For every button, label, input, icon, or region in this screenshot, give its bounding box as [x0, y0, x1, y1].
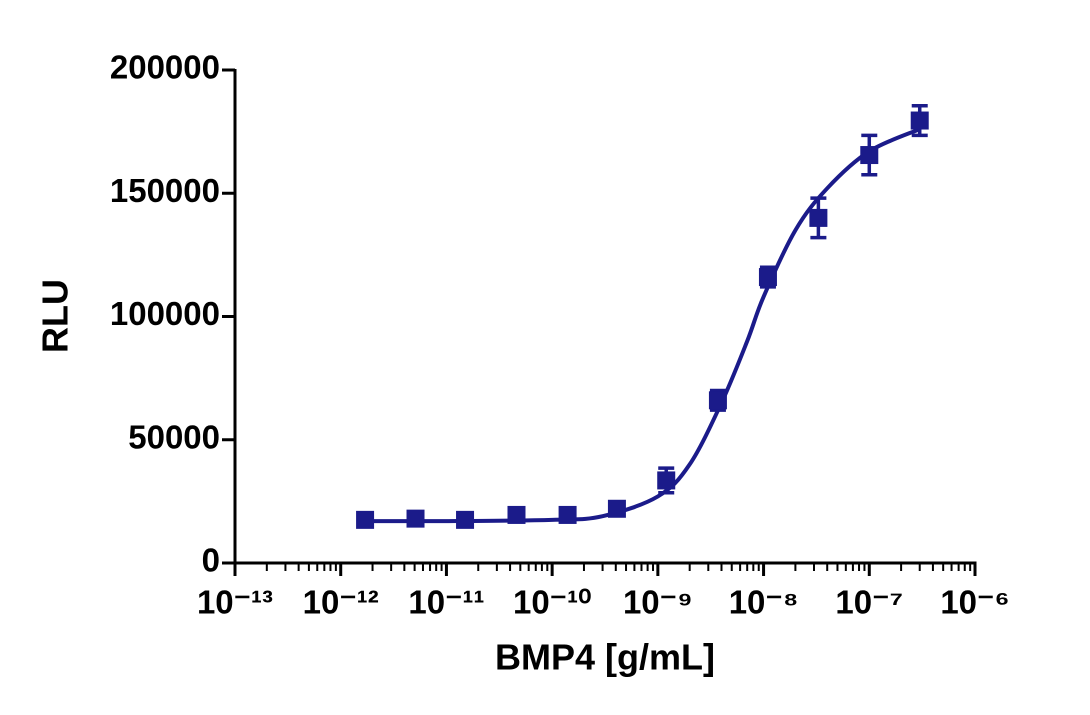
- point: [758, 268, 777, 287]
- y-tick-label: 0: [202, 542, 220, 579]
- point: [657, 471, 676, 490]
- x-tick-label: 10⁻¹⁰: [513, 584, 591, 621]
- fit-curve: [365, 127, 921, 524]
- point: [708, 391, 727, 410]
- point: [507, 505, 526, 524]
- x-tick-label: 10⁻⁶: [940, 584, 1009, 621]
- y-tick-label: 150000: [110, 172, 220, 209]
- x-tick-label: 10⁻⁷: [835, 584, 903, 621]
- x-tick-label: 10⁻¹³: [197, 584, 273, 621]
- y-tick-label: 100000: [110, 295, 220, 332]
- point: [558, 505, 577, 524]
- y-tick-label: 200000: [110, 49, 220, 86]
- y-axis-title: RLU: [35, 279, 76, 353]
- point: [809, 208, 828, 227]
- y-tick-label: 50000: [128, 418, 220, 455]
- x-axis-title: BMP4 [g/mL]: [495, 637, 715, 678]
- x-tick-label: 10⁻⁸: [729, 584, 799, 621]
- point: [910, 111, 929, 130]
- point: [406, 509, 425, 528]
- point: [356, 510, 375, 529]
- point: [607, 499, 626, 518]
- point: [456, 510, 475, 529]
- x-tick-label: 10⁻¹²: [303, 584, 379, 621]
- x-tick-label: 10⁻⁹: [623, 584, 693, 621]
- point: [860, 146, 879, 165]
- x-tick-label: 10⁻¹¹: [408, 584, 484, 621]
